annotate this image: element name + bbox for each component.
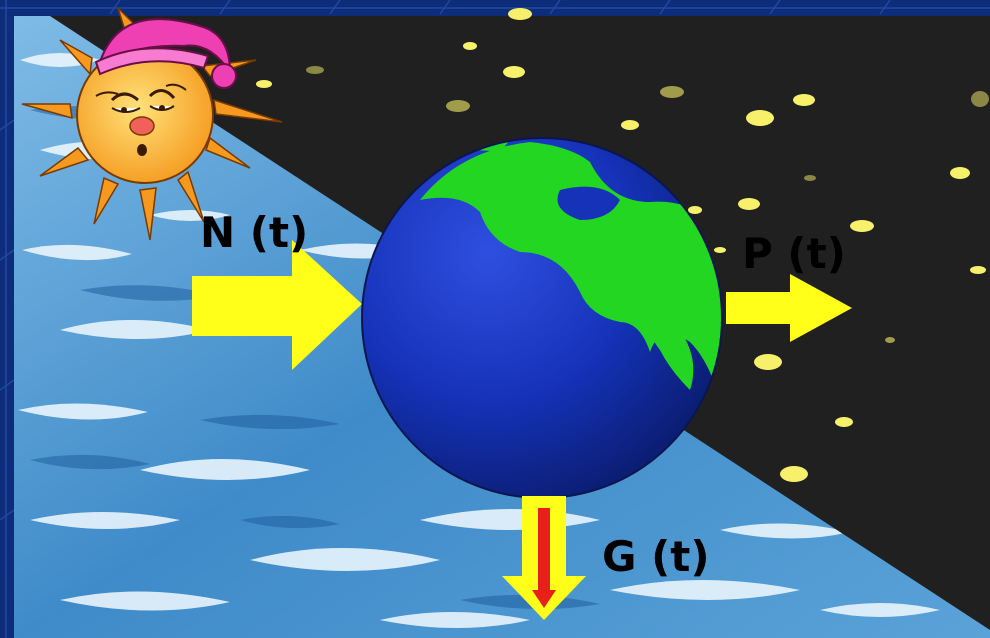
downward-arrow-g-inner (532, 508, 556, 608)
label-n: N (t) (200, 208, 309, 257)
sleepy-sun-icon (21, 7, 283, 241)
label-p: P (t) (742, 229, 846, 278)
outgoing-arrow-p (726, 274, 852, 342)
earth-globe-icon (361, 137, 723, 499)
stars (256, 8, 989, 482)
incoming-arrow-n (192, 240, 362, 370)
label-g: G (t) (602, 532, 710, 581)
